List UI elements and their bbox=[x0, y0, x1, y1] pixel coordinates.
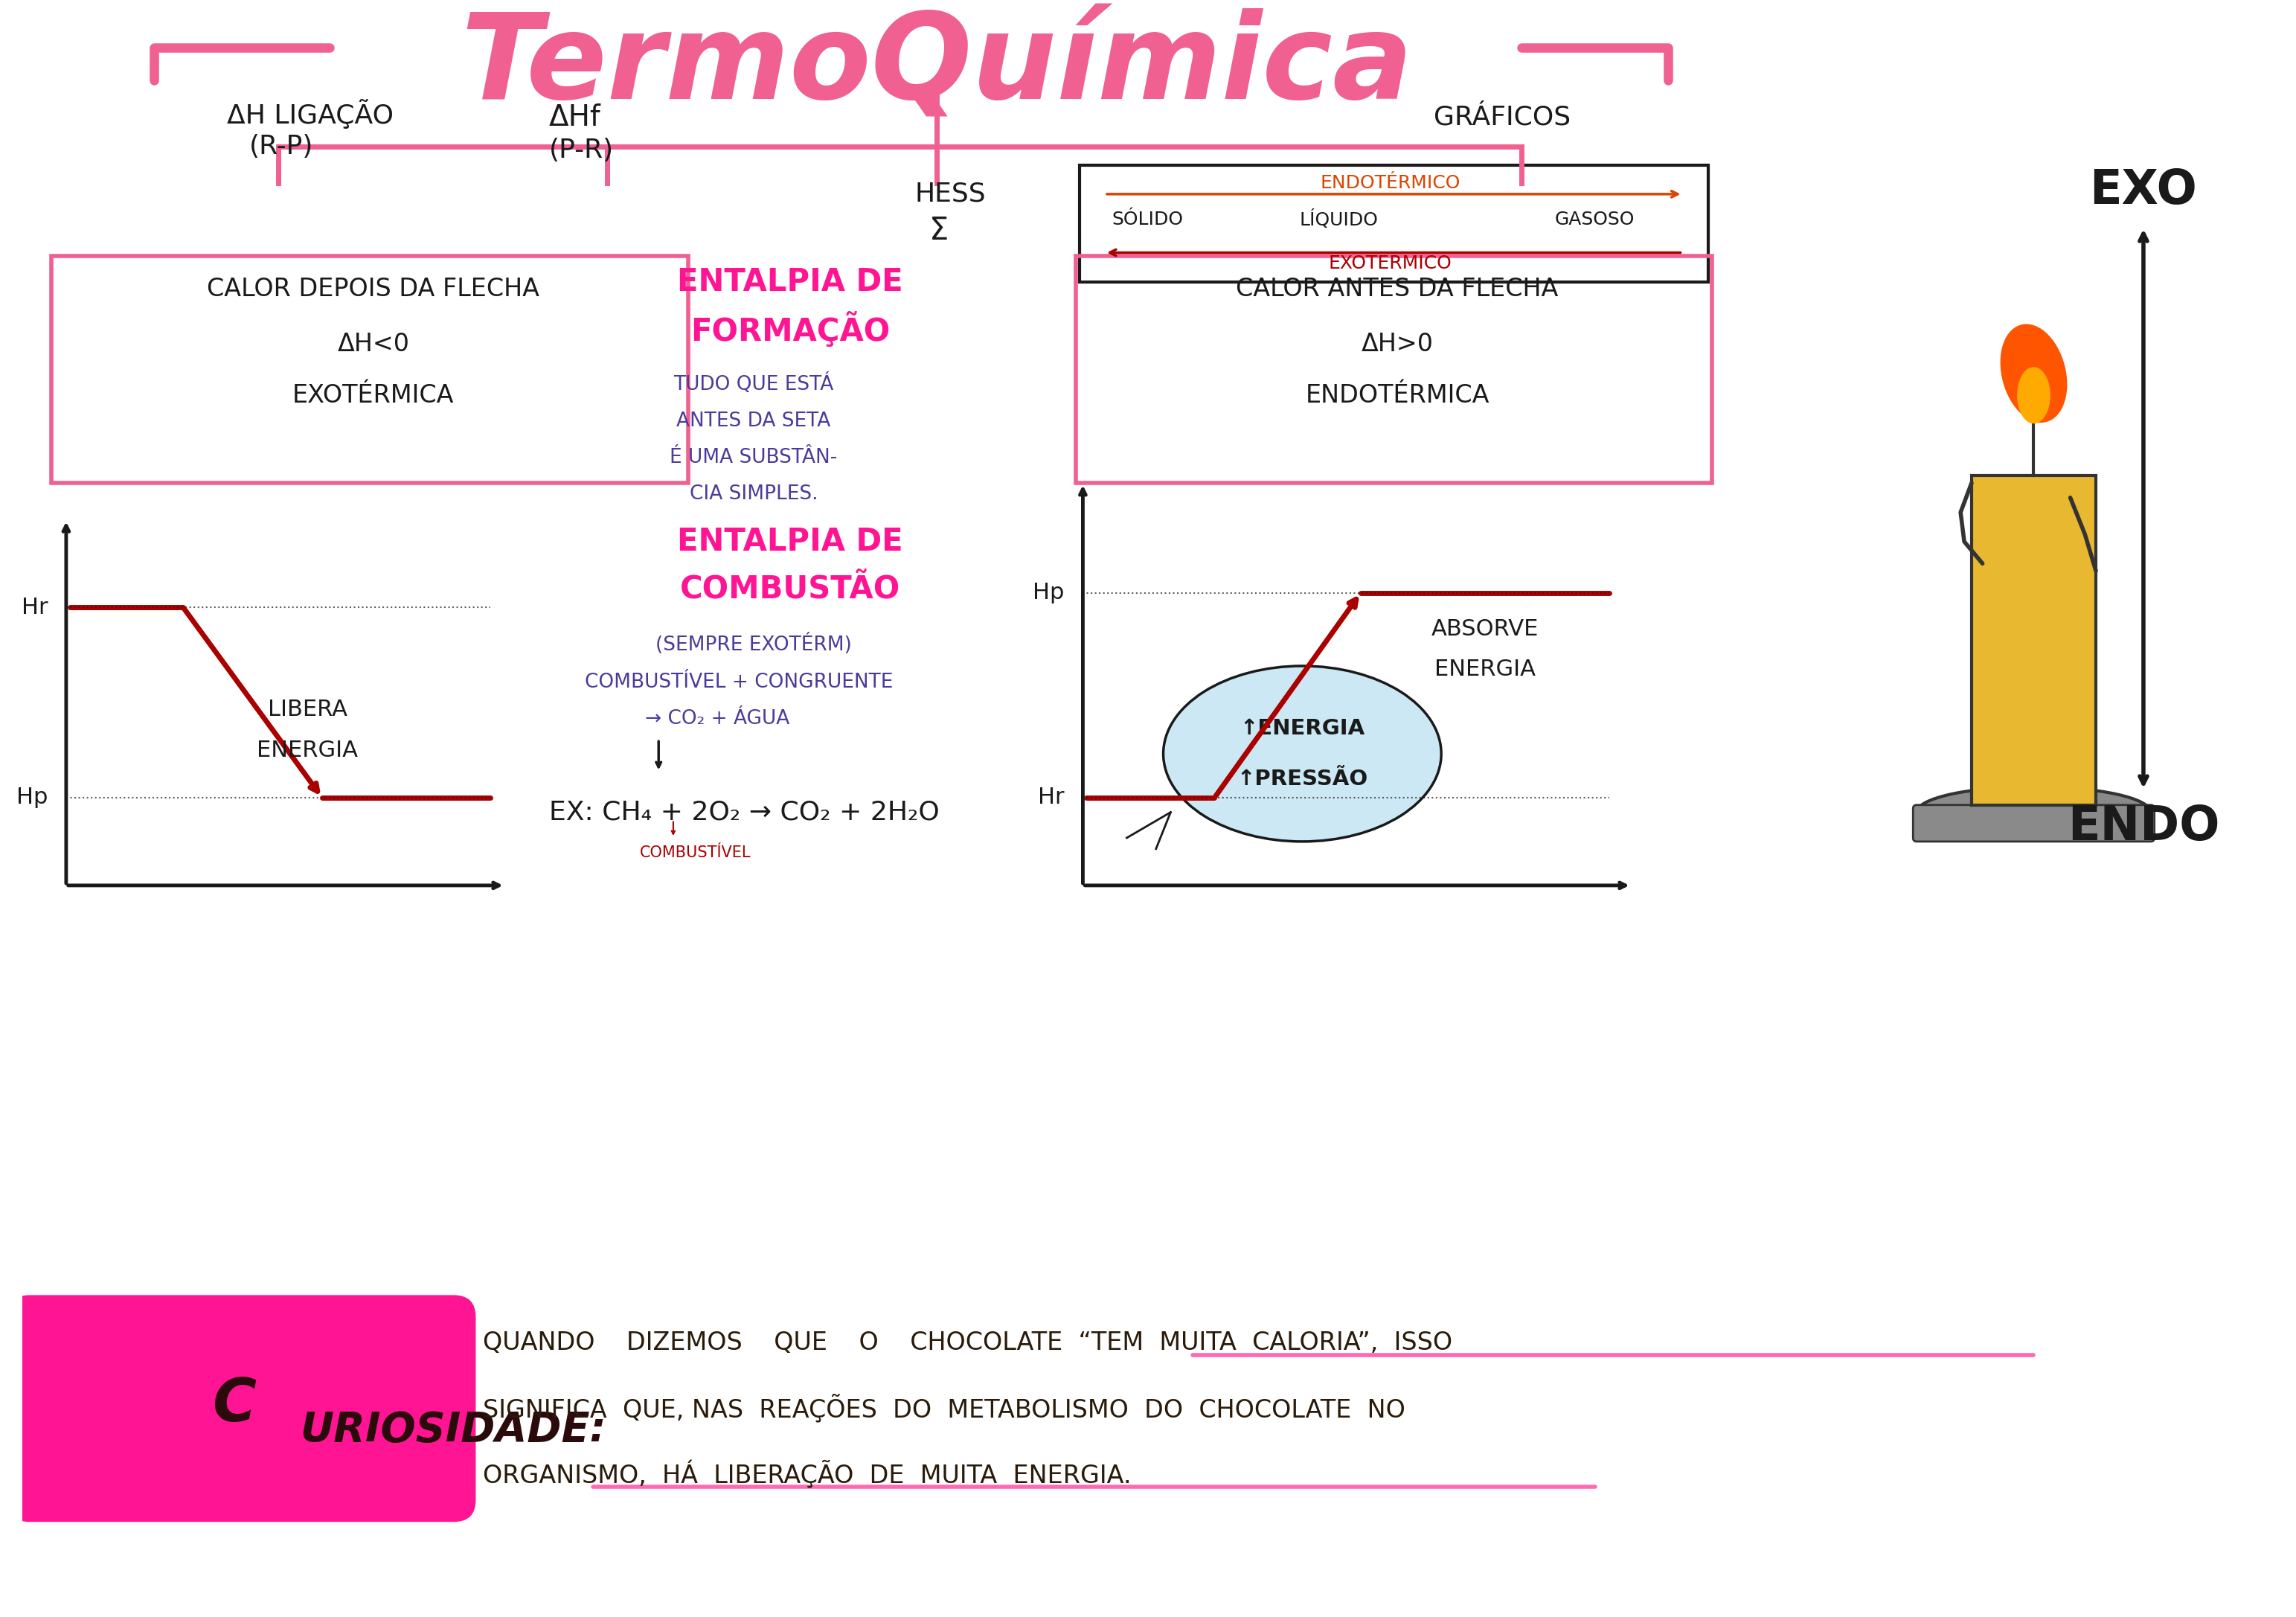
Text: Hp: Hp bbox=[1033, 582, 1065, 603]
Text: GRÁFICOS: GRÁFICOS bbox=[1435, 105, 1570, 129]
Text: QUANDO    DIZEMOS    QUE    O    CHOCOLATE  “TEM  MUITA  CALORIA”,  ISSO: QUANDO DIZEMOS QUE O CHOCOLATE “TEM MUIT… bbox=[482, 1331, 1453, 1355]
Text: CIA SIMPLES.: CIA SIMPLES. bbox=[689, 485, 817, 505]
Text: ENERGIA: ENERGIA bbox=[1435, 658, 1536, 681]
FancyBboxPatch shape bbox=[7, 1295, 475, 1522]
Ellipse shape bbox=[1164, 666, 1442, 841]
Text: COMBUSTÍVEL + CONGRUENTE: COMBUSTÍVEL + CONGRUENTE bbox=[585, 673, 893, 692]
Text: GASOSO: GASOSO bbox=[1554, 210, 1635, 228]
Text: HESS: HESS bbox=[914, 181, 985, 207]
Text: ΔHf: ΔHf bbox=[549, 103, 602, 131]
Text: ANTES DA SETA: ANTES DA SETA bbox=[677, 411, 831, 430]
Text: COMBUSTÍVEL: COMBUSTÍVEL bbox=[641, 846, 751, 860]
Text: ENERGIA: ENERGIA bbox=[257, 739, 358, 762]
Text: SÓLIDO: SÓLIDO bbox=[1111, 210, 1182, 228]
Polygon shape bbox=[2018, 367, 2050, 424]
Text: → CO₂ + ÁGUA: → CO₂ + ÁGUA bbox=[645, 708, 790, 728]
FancyBboxPatch shape bbox=[1972, 475, 2096, 805]
Text: EXO: EXO bbox=[2089, 168, 2197, 213]
Text: LÍQUIDO: LÍQUIDO bbox=[1300, 210, 1378, 230]
Text: ABSORVE: ABSORVE bbox=[1430, 619, 1538, 640]
Text: CALOR DEPOIS DA FLECHA: CALOR DEPOIS DA FLECHA bbox=[207, 277, 540, 301]
Text: URIOSIDADE:: URIOSIDADE: bbox=[301, 1410, 606, 1450]
Text: TUDO QUE ESTÁ: TUDO QUE ESTÁ bbox=[673, 374, 833, 395]
Text: ENDO: ENDO bbox=[2066, 804, 2220, 851]
Text: LIBERA: LIBERA bbox=[269, 699, 347, 721]
Polygon shape bbox=[2000, 325, 2066, 422]
Text: (P-R): (P-R) bbox=[549, 137, 613, 163]
Text: (SEMPRE EXOTÉRM): (SEMPRE EXOTÉRM) bbox=[657, 634, 852, 655]
FancyBboxPatch shape bbox=[1913, 805, 2154, 841]
Text: TermoQuímica: TermoQuímica bbox=[461, 8, 1412, 125]
Text: EX: CH₄ + 2O₂ → CO₂ + 2H₂O: EX: CH₄ + 2O₂ → CO₂ + 2H₂O bbox=[549, 800, 939, 825]
Text: ENTALPIA DE: ENTALPIA DE bbox=[677, 267, 902, 298]
Text: ΔH<0: ΔH<0 bbox=[338, 331, 409, 356]
Text: Hr: Hr bbox=[1038, 787, 1065, 808]
Text: ORGANISMO,  HÁ  LIBERAÇÃO  DE  MUITA  ENERGIA.: ORGANISMO, HÁ LIBERAÇÃO DE MUITA ENERGIA… bbox=[482, 1460, 1132, 1489]
Text: EXOTÉRMICO: EXOTÉRMICO bbox=[1329, 254, 1451, 273]
Text: ↑ENERGIA: ↑ENERGIA bbox=[1240, 718, 1364, 739]
Text: ΔH>0: ΔH>0 bbox=[1362, 331, 1433, 356]
Text: ↑PRESSÃO: ↑PRESSÃO bbox=[1238, 770, 1368, 789]
Text: ENDOTÉRMICO: ENDOTÉRMICO bbox=[1320, 175, 1460, 192]
Text: C: C bbox=[211, 1376, 257, 1434]
Text: Hp: Hp bbox=[16, 787, 48, 808]
Text: ENTALPIA DE: ENTALPIA DE bbox=[677, 526, 902, 558]
Text: ENDOTÉRMICA: ENDOTÉRMICA bbox=[1306, 383, 1490, 407]
Text: (R-P): (R-P) bbox=[248, 134, 312, 158]
Text: EXOTÉRMICA: EXOTÉRMICA bbox=[292, 383, 455, 407]
Text: CALOR ANTES DA FLECHA: CALOR ANTES DA FLECHA bbox=[1235, 277, 1559, 301]
Text: COMBUSTÃO: COMBUSTÃO bbox=[680, 574, 900, 605]
Text: É UMA SUBSTÂN-: É UMA SUBSTÂN- bbox=[670, 448, 838, 467]
Text: SIGNIFICA  QUE, NAS  REAÇÕES  DO  METABOLISMO  DO  CHOCOLATE  NO: SIGNIFICA QUE, NAS REAÇÕES DO METABOLISM… bbox=[482, 1394, 1405, 1423]
Text: FORMAÇÃO: FORMAÇÃO bbox=[691, 312, 891, 348]
Ellipse shape bbox=[1917, 786, 2151, 838]
Text: Hr: Hr bbox=[21, 597, 48, 618]
Text: ΔH LIGAÇÃO: ΔH LIGAÇÃO bbox=[227, 99, 393, 128]
Text: Σ: Σ bbox=[930, 215, 948, 246]
